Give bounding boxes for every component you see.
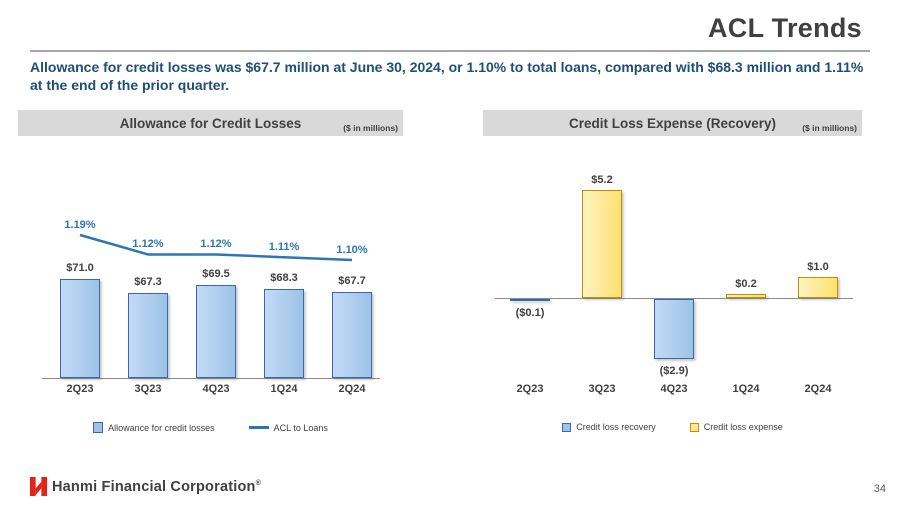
category-label: 2Q23 [66,383,94,395]
category-label: 3Q23 [134,383,162,395]
category-label: 2Q23 [516,383,544,395]
category-label: 3Q23 [588,383,616,395]
allowance-chart-title: Allowance for Credit Losses [119,115,302,131]
legend-item: ACL to Loans [248,422,328,433]
line-value-label: 1.12% [132,238,164,251]
line-value-label: 1.19% [64,219,96,231]
category-label: 1Q24 [732,383,760,395]
recovery-legend-marker-icon [562,422,572,432]
allowance-units-label: ($ in millions) [343,123,398,133]
bar-value-label: ($0.1) [515,307,545,320]
bar-value-label: $1.0 [807,261,829,274]
hanmi-logo-icon [28,477,49,501]
legend-item: Credit loss expense [689,422,783,432]
bar-value-label: ($2.9) [659,365,689,378]
credit-loss-bar-3q23 [582,189,622,298]
zero-axis [495,298,853,299]
allowance-bar-2q23 [60,279,100,378]
legend-item: Credit loss recovery [562,422,656,432]
allowance-chart-panel: Allowance for Credit Losses ($ in millio… [18,110,403,440]
legend-label: Credit loss expense [703,422,783,432]
credit-loss-chart-title-bar: Credit Loss Expense (Recovery) ($ in mil… [483,110,862,136]
credit-loss-bar-1q24 [726,293,766,298]
credit-loss-bar-4q23 [654,299,694,360]
bar-value-label: $69.5 [202,267,230,280]
line-value-label: 1.10% [336,244,368,257]
page-title: ACL Trends [707,13,862,43]
credit-loss-bar-2q23 [510,299,550,302]
bar-legend-marker-icon [93,422,104,433]
bar-value-label: $68.3 [270,272,298,285]
credit-loss-chart-title: Credit Loss Expense (Recovery) [568,115,777,131]
legend-label: ACL to Loans [273,422,328,433]
allowance-bar-1q24 [264,289,304,378]
bar-value-label: $67.7 [338,274,366,287]
footer-brand: Hanmi Financial Corporation® [52,479,261,495]
bar-value-label: $5.2 [591,173,613,186]
x-axis [42,378,380,379]
line-value-label: 1.12% [200,238,232,251]
credit-loss-bar-2q24 [798,277,838,298]
title-divider [30,50,870,52]
credit-loss-legend: Credit loss recovery Credit loss expense [483,422,862,432]
line-legend-marker-icon [248,426,269,429]
allowance-bar-2q24 [332,291,372,378]
category-label: 1Q24 [270,383,298,395]
subtitle-text: Allowance for credit losses was $67.7 mi… [30,59,864,94]
category-label: 2Q24 [338,383,366,395]
allowance-bar-4q23 [196,284,236,378]
credit-loss-chart-panel: Credit Loss Expense (Recovery) ($ in mil… [483,110,862,440]
expense-legend-marker-icon [689,422,699,432]
bar-value-label: $67.3 [134,276,162,289]
page-number: 34 [873,483,886,495]
legend-label: Allowance for credit losses [108,422,215,433]
registered-mark: ® [255,480,261,488]
line-value-label: 1.11% [268,241,300,254]
allowance-chart-title-bar: Allowance for Credit Losses ($ in millio… [18,110,403,136]
category-label: 4Q23 [202,383,230,395]
bar-value-label: $71.0 [66,262,94,275]
legend-item: Allowance for credit losses [93,422,215,433]
allowance-chart-plot: Allowance for credit losses ACL to Loans… [18,136,403,440]
bar-value-label: $0.2 [735,277,757,290]
allowance-legend: Allowance for credit losses ACL to Loans [18,422,403,433]
category-label: 2Q24 [804,383,832,395]
category-label: 4Q23 [660,383,688,395]
credit-loss-chart-plot: Credit loss recovery Credit loss expense… [483,136,862,440]
footer-brand-text: Hanmi Financial Corporation [52,479,256,495]
allowance-bar-3q23 [128,293,168,378]
credit-loss-units-label: ($ in millions) [802,123,857,133]
legend-label: Credit loss recovery [576,422,656,432]
